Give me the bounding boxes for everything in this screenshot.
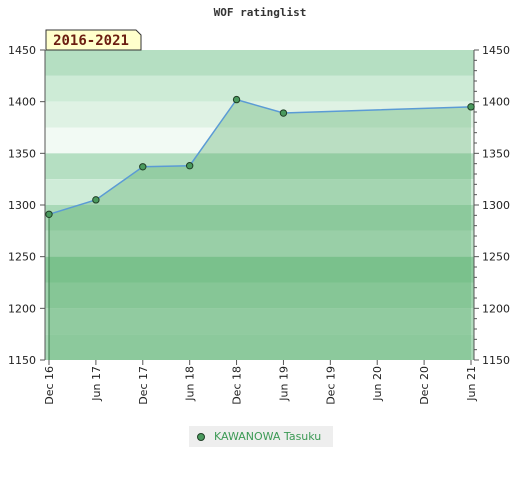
band (45, 308, 474, 335)
data-point (467, 103, 475, 111)
x-tick-label: Jun 17 (90, 366, 103, 402)
x-tick-label: Dec 18 (231, 366, 244, 405)
band (45, 205, 474, 231)
band (45, 282, 474, 309)
y-tick-label-left: 1350 (8, 147, 36, 160)
data-point (232, 95, 241, 104)
data-points (45, 95, 475, 219)
band (45, 334, 474, 360)
band (45, 75, 474, 102)
y-tick-label-left: 1150 (8, 354, 36, 367)
background-bands (45, 50, 474, 360)
band (45, 179, 474, 205)
x-tick-label: Dec 20 (418, 366, 431, 405)
period-badge: 2016-2021 (45, 29, 142, 51)
data-point (45, 210, 53, 219)
x-tick-label: Jun 18 (184, 366, 197, 402)
band (45, 256, 474, 283)
data-point (185, 162, 194, 170)
x-tick-label: Jun 21 (465, 366, 478, 402)
chart-title: WOF ratinglist (214, 6, 307, 19)
y-tick-label-left: 1300 (8, 199, 36, 212)
band (45, 153, 474, 180)
x-tick-label: Jun 19 (277, 366, 290, 402)
y-tick-label-left: 1450 (8, 44, 36, 57)
y-tick-label-left: 1200 (8, 302, 36, 315)
x-tick-label: Jun 20 (371, 366, 384, 402)
x-tick-label: Dec 16 (43, 366, 56, 405)
legend-marker (197, 432, 205, 441)
band (45, 50, 474, 76)
data-point (279, 109, 288, 117)
legend-label: KAWANOWA Tasuku (214, 430, 322, 443)
y-tick-label-left: 1400 (8, 96, 36, 109)
tick-labels: 1150 1150 1200 1200 1250 1250 1300 1300 1350 1350… (8, 44, 510, 405)
y-tick-label-right: 1200 (482, 302, 510, 315)
y-tick-label-right: 1350 (482, 147, 510, 160)
band (45, 230, 474, 257)
series-area (49, 99, 471, 360)
legend: KAWANOWA Tasuku (189, 426, 333, 447)
x-tick-label: Dec 17 (137, 366, 150, 405)
band (45, 127, 474, 154)
y-tick-label-right: 1450 (482, 44, 510, 57)
y-tick-label-right: 1150 (482, 354, 510, 367)
data-point (139, 163, 147, 171)
y-tick-label-left: 1250 (8, 251, 36, 264)
data-point (92, 196, 100, 204)
axes (40, 49, 479, 365)
y-tick-label-right: 1250 (482, 251, 510, 264)
period-label: 2016-2021 (53, 33, 129, 49)
y-tick-label-right: 1300 (482, 199, 510, 212)
x-tick-label: Dec 19 (324, 366, 337, 405)
y-tick-label-right: 1400 (482, 96, 510, 109)
